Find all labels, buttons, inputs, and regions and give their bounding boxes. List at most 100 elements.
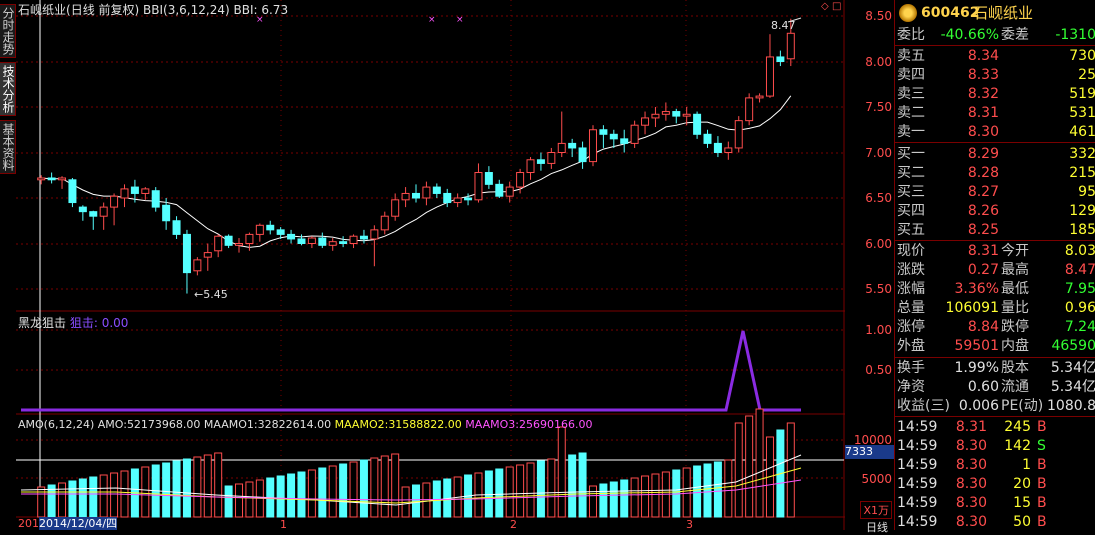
tick-side: B xyxy=(1037,457,1047,473)
bid-price: 8.26 xyxy=(967,203,999,219)
stat-value: 5.34亿 xyxy=(1050,379,1095,395)
ask-label: 卖一 xyxy=(897,124,925,140)
month-label: 2 xyxy=(510,518,517,531)
stat-row: 现价 8.31 今开 8.03 xyxy=(895,242,1095,261)
weibi-label: 委比 xyxy=(897,27,925,43)
tick-price: 8.30 xyxy=(955,438,987,454)
stat-row: 收益(三) 0.006 PE(动) 1080.8 xyxy=(895,397,1095,416)
stat-value: 8.47 xyxy=(1064,262,1095,278)
tab-fundamentals[interactable]: 基本资料 xyxy=(0,120,16,174)
axis-tick: 8.50 xyxy=(865,9,892,23)
tick-side: B xyxy=(1037,495,1047,511)
ask-label: 卖五 xyxy=(897,48,925,64)
stat-label: 总量 xyxy=(897,300,925,316)
axis-tick: 6.00 xyxy=(865,237,892,251)
indicator-name: 黑龙狙击 xyxy=(18,316,67,330)
tick-side: B xyxy=(1037,476,1047,492)
maamo1-value: 32822614.00 xyxy=(257,418,332,431)
ask-volume: 531 xyxy=(1069,105,1095,121)
bid-volume: 185 xyxy=(1069,222,1095,238)
stat-value: 0.96 xyxy=(1064,300,1095,316)
tab-intraday[interactable]: 分时走势 xyxy=(0,4,16,58)
tick-volume: 50 xyxy=(1013,514,1031,530)
tick-row: 14:59 8.31 245 B xyxy=(895,418,1095,437)
period-mode[interactable]: 日线 xyxy=(866,521,888,534)
cursor-date: 2014/12/04/四 xyxy=(39,517,118,530)
stat-label: 最高 xyxy=(1001,262,1029,278)
bid-volume: 95 xyxy=(1078,184,1095,200)
stat-row: 总量 106091 量比 0.96 xyxy=(895,299,1095,318)
stat-row: 涨跌 0.27 最高 8.47 xyxy=(895,261,1095,280)
stat-label: 流通 xyxy=(1001,379,1029,395)
ask-row: 卖二 8.31 531 xyxy=(895,104,1095,123)
stat-value: 3.36% xyxy=(954,281,999,297)
bid-label: 买三 xyxy=(897,184,925,200)
stat-label: 收益(三) xyxy=(897,398,950,414)
maamo3-value: 25690166.00 xyxy=(519,418,593,431)
ask-row: 卖五 8.34 730 xyxy=(895,47,1095,66)
low-annotation: ←5.45 xyxy=(194,288,228,301)
ask-row: 卖四 8.33 25 xyxy=(895,66,1095,85)
bid-volume: 129 xyxy=(1069,203,1095,219)
bid-volume: 332 xyxy=(1069,146,1095,162)
kline-chart[interactable]: 8.47 ←5.45 × × × xyxy=(16,0,845,530)
stat-value: 8.84 xyxy=(967,319,999,335)
stat-value: 0.006 xyxy=(958,398,999,414)
quote-panel: 600462 石岘纸业 委比 -40.66% 委差 -1310 卖五 8.34 73… xyxy=(894,0,1095,530)
stat-label: PE(动) xyxy=(1001,398,1044,414)
tick-volume: 20 xyxy=(1013,476,1031,492)
square-icon[interactable]: □ xyxy=(832,1,842,12)
stat-value: 106091 xyxy=(945,300,999,316)
ask-price: 8.31 xyxy=(967,105,999,121)
tab-technical[interactable]: 技术分析 xyxy=(0,62,16,116)
tick-side: B xyxy=(1037,514,1047,530)
amo-title: AMO(6,12,24) AMO:52173968.00 MAAMO1:3282… xyxy=(18,418,592,431)
bid-row: 买一 8.29 332 xyxy=(895,145,1095,164)
tick-volume: 1 xyxy=(1022,457,1031,473)
bid-price: 8.29 xyxy=(967,146,999,162)
amo-value: 52173968.00 xyxy=(126,418,201,431)
stock-name-label: 石岘纸业 xyxy=(18,3,67,17)
stat-value: 0.27 xyxy=(967,262,999,278)
stat-label: 净资 xyxy=(897,379,925,395)
amo-tick: 5000 xyxy=(861,472,892,486)
bid-row: 买四 8.26 129 xyxy=(895,202,1095,221)
tick-row: 14:59 8.30 1 B xyxy=(895,456,1095,475)
main-title: 石岘纸业(日线 前复权) BBI(3,6,12,24) BBI: 6.73 xyxy=(18,1,288,18)
ask-volume: 730 xyxy=(1069,48,1095,64)
ask-label: 卖三 xyxy=(897,86,925,102)
tick-row: 14:59 8.30 142 S xyxy=(895,437,1095,456)
ask-volume: 519 xyxy=(1069,86,1095,102)
bid-price: 8.28 xyxy=(967,165,999,181)
tick-volume: 142 xyxy=(1004,438,1031,454)
bid-label: 买五 xyxy=(897,222,925,238)
tick-time: 14:59 xyxy=(897,514,938,530)
ask-row: 卖一 8.30 461 xyxy=(895,123,1095,142)
bbi-value: 6.73 xyxy=(261,3,289,17)
tick-time: 14:59 xyxy=(897,495,938,511)
indicator-title: 黑龙狙击 狙击: 0.00 xyxy=(18,314,128,331)
tick-time: 14:59 xyxy=(897,457,938,473)
tick-time: 14:59 xyxy=(897,476,938,492)
tick-time: 14:59 xyxy=(897,438,938,454)
tick-price: 8.30 xyxy=(955,457,987,473)
month-label: 3 xyxy=(686,518,693,531)
tick-volume: 245 xyxy=(1004,419,1031,435)
left-tab-bar: 分时走势 技术分析 基本资料 xyxy=(0,0,16,530)
stat-label: 现价 xyxy=(897,243,925,259)
stat-label: 跌停 xyxy=(1001,319,1029,335)
weicha-value: -1310 xyxy=(1055,27,1095,43)
diamond-icon[interactable]: ◇ xyxy=(821,1,829,12)
ask-label: 卖二 xyxy=(897,105,925,121)
stat-row: 涨幅 3.36% 最低 7.95 xyxy=(895,280,1095,299)
amo-label: AMO: xyxy=(97,418,127,431)
tick-row: 14:59 8.30 15 B xyxy=(895,494,1095,513)
stat-row: 换手 1.99% 股本 5.34亿 xyxy=(895,359,1095,378)
month-label: 1 xyxy=(280,518,287,531)
stat-label: 涨跌 xyxy=(897,262,925,278)
maamo2-label: MAAMO2: xyxy=(334,418,389,431)
date-prefix: 201 xyxy=(18,517,39,530)
indicator-value: 0.00 xyxy=(101,316,129,330)
svg-text:×: × xyxy=(456,15,464,25)
ask-price: 8.33 xyxy=(967,67,999,83)
